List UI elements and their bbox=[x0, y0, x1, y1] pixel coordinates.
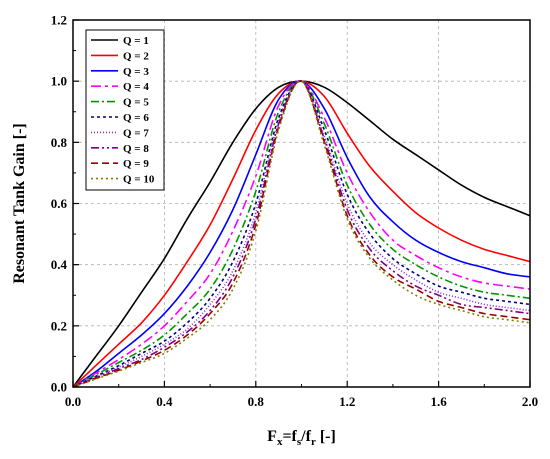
y-tick-label: 1.2 bbox=[51, 13, 67, 28]
y-tick-label: 0.8 bbox=[51, 135, 68, 150]
x-axis-title-sub1: x bbox=[277, 436, 283, 448]
x-tick-label: 1.6 bbox=[430, 394, 447, 409]
x-axis-title-tail: [-] bbox=[316, 428, 336, 445]
x-axis-title-sub2: s bbox=[297, 436, 302, 448]
x-tick-label: 0.8 bbox=[248, 394, 265, 409]
y-tick-label: 0.2 bbox=[51, 318, 67, 333]
x-axis-title-mid: =f bbox=[282, 428, 297, 445]
legend-label: Q = 5 bbox=[123, 97, 149, 109]
x-axis-title-sub3: r bbox=[311, 436, 316, 448]
x-tick-label: 1.2 bbox=[339, 394, 355, 409]
x-tick-label: 0.0 bbox=[65, 394, 81, 409]
legend-label: Q = 9 bbox=[123, 158, 149, 170]
y-tick-label: 0.4 bbox=[51, 257, 68, 272]
legend-label: Q = 4 bbox=[123, 81, 149, 93]
legend-label: Q = 6 bbox=[123, 112, 149, 124]
legend-label: Q = 10 bbox=[123, 174, 155, 186]
y-tick-label: 0.6 bbox=[51, 196, 68, 211]
series-line-q7 bbox=[72, 80, 531, 388]
y-tick-label: 0.0 bbox=[51, 380, 67, 395]
y-tick-label: 1.0 bbox=[51, 74, 67, 89]
x-axis-title-main: F bbox=[267, 428, 277, 445]
legend-label: Q = 8 bbox=[123, 143, 149, 155]
x-axis-title-slash: /f bbox=[300, 428, 311, 445]
legend-label: Q = 3 bbox=[123, 66, 149, 78]
x-tick-label: 2.0 bbox=[522, 394, 538, 409]
series-line-q4 bbox=[72, 80, 531, 388]
x-axis-title: Fx=fs/fr [-] bbox=[267, 428, 336, 448]
legend-label: Q = 2 bbox=[123, 50, 149, 62]
legend-label: Q = 7 bbox=[123, 127, 149, 139]
legend-box bbox=[85, 29, 165, 191]
series-line-q9 bbox=[72, 80, 531, 388]
y-axis-title: Resonant Tank Gain [-] bbox=[11, 123, 28, 284]
legend: Q = 1 Q = 2 Q = 3 Q = 4 Q = 5 Q = 6 Q = 7 Q = 8… bbox=[85, 29, 165, 191]
x-tick-label: 0.4 bbox=[156, 394, 173, 409]
legend-label: Q = 1 bbox=[123, 35, 149, 47]
series-lines bbox=[72, 80, 531, 388]
axis-ticks: 0.0 0.4 0.8 1.2 1.6 2.0 0.0 0.2 0.4 0.6 0.8 1.0 1.2 bbox=[51, 13, 538, 410]
